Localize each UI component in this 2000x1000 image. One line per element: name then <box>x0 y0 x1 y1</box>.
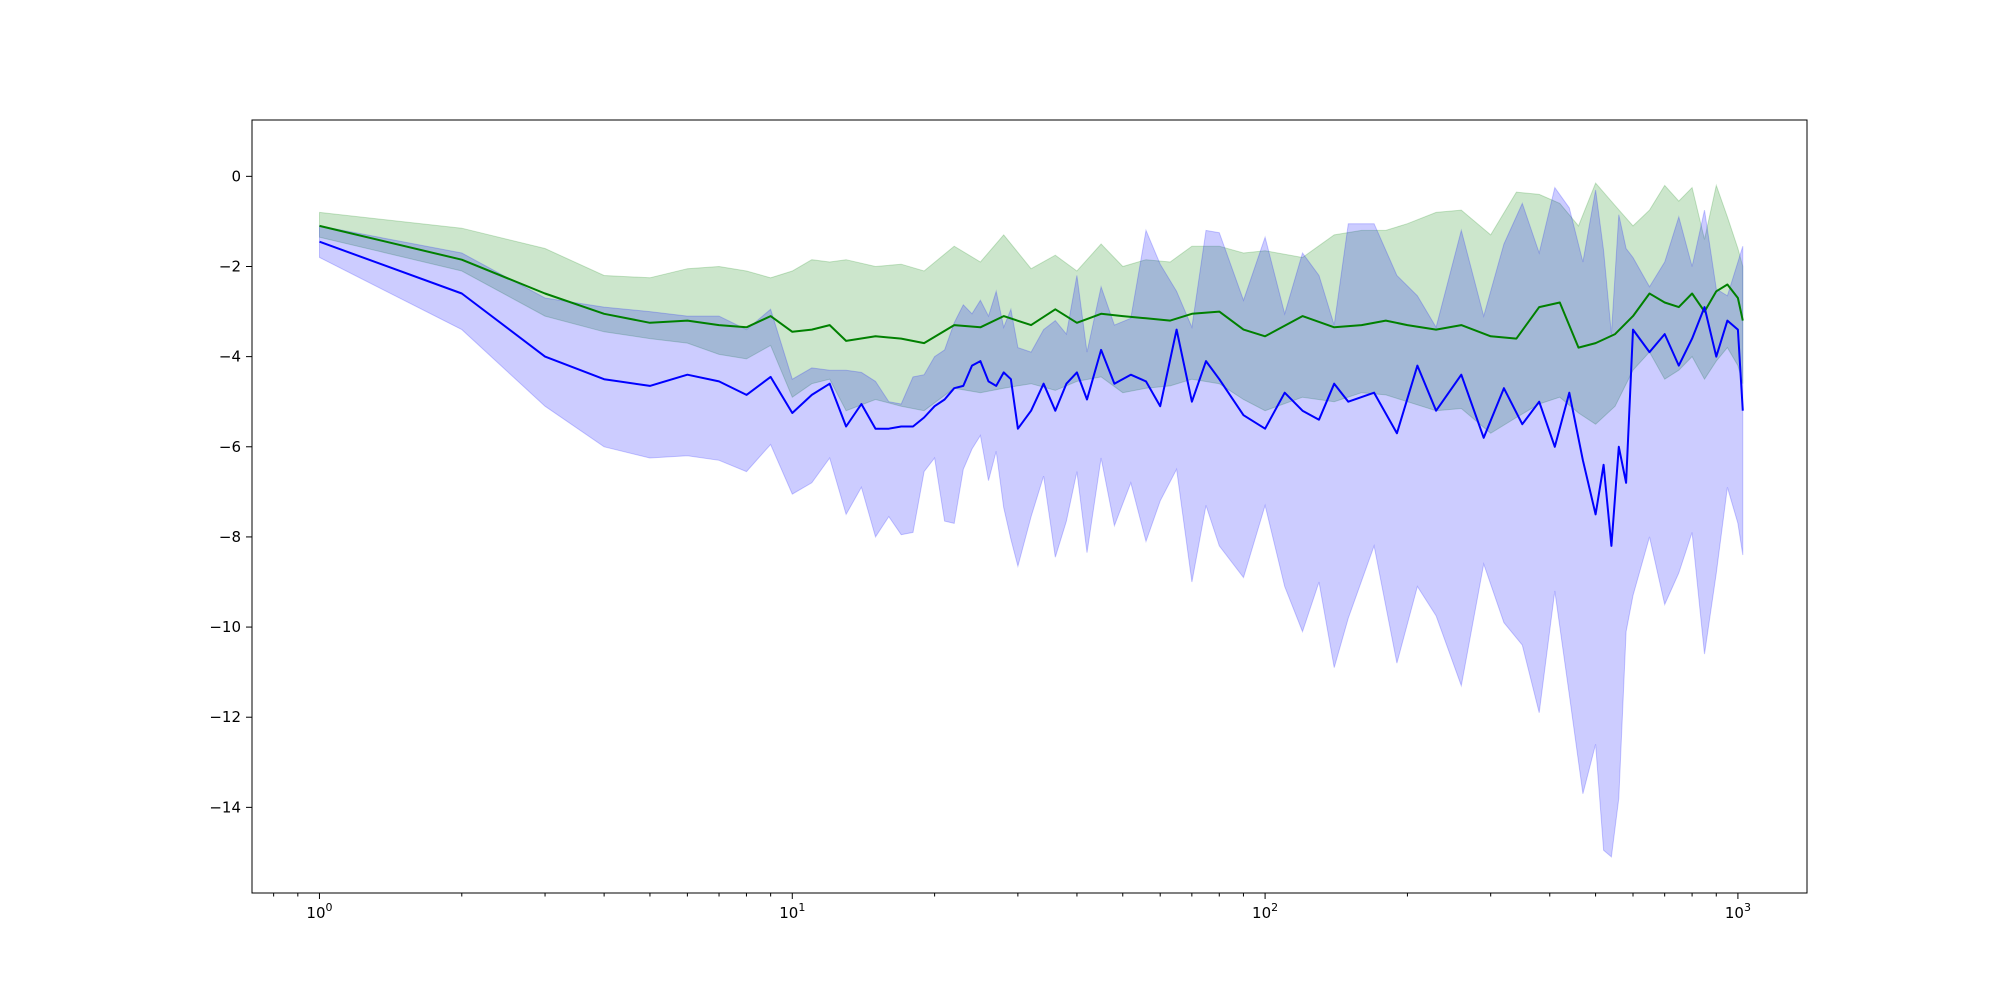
confidence-bands <box>319 182 1744 858</box>
series-1-band <box>319 186 1744 858</box>
y-tick-label: −2 <box>219 257 241 275</box>
x-tick-label: 103 <box>1725 901 1751 922</box>
y-axis: 0 −2 −4 −6 −8 −10 −12 −14 <box>209 167 252 816</box>
series-1-line <box>319 240 1744 547</box>
x-axis: 100 101 102 103 <box>273 893 1751 922</box>
y-tick-label: −8 <box>219 528 241 546</box>
x-tick-label: 102 <box>1252 901 1278 922</box>
x-tick-label: 101 <box>779 901 805 922</box>
y-tick-label: −4 <box>219 348 241 366</box>
series-lines <box>319 224 1744 547</box>
y-tick-label: −10 <box>209 618 241 636</box>
y-tick-label: −12 <box>209 708 241 726</box>
y-tick-label: −6 <box>219 438 241 456</box>
y-tick-label: −14 <box>209 798 241 816</box>
x-tick-label: 100 <box>306 901 332 922</box>
y-tick-label: 0 <box>231 167 241 185</box>
plot-frame <box>251 119 1808 894</box>
series-0-band <box>319 182 1744 434</box>
series-0-line <box>319 224 1744 349</box>
